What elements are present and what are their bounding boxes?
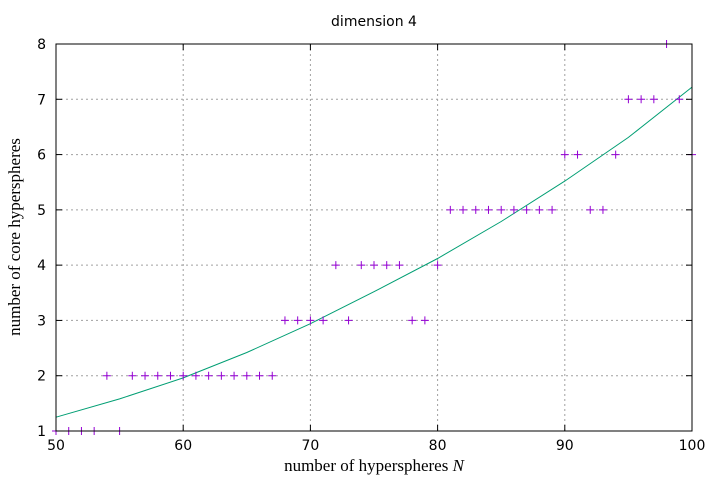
data-point bbox=[535, 205, 544, 214]
y-tick-label: 6 bbox=[37, 148, 46, 164]
x-tick-label: 90 bbox=[556, 438, 574, 454]
data-point bbox=[586, 205, 595, 214]
data-point bbox=[446, 205, 455, 214]
data-point bbox=[395, 261, 404, 270]
data-point bbox=[331, 261, 340, 270]
y-axis-label: number of core hyperspheres bbox=[5, 138, 24, 336]
x-tick-label: 100 bbox=[679, 438, 706, 454]
data-point bbox=[611, 150, 620, 159]
data-point bbox=[153, 371, 162, 380]
data-point bbox=[242, 371, 251, 380]
data-point bbox=[102, 371, 111, 380]
x-tick-label: 70 bbox=[301, 438, 319, 454]
data-point bbox=[141, 371, 150, 380]
data-point bbox=[217, 371, 226, 380]
axis-ticks: 50 60 70 80 90 100 1 2 3 4 5 6 7 8 bbox=[37, 37, 705, 454]
data-point bbox=[484, 205, 493, 214]
data-point bbox=[306, 316, 315, 325]
data-point bbox=[344, 316, 353, 325]
y-tick-label: 2 bbox=[37, 369, 46, 385]
y-tick-label: 8 bbox=[37, 37, 46, 53]
y-tick-label: 3 bbox=[37, 313, 46, 329]
plot-area-frame bbox=[55, 43, 693, 432]
fit-curve-series bbox=[55, 86, 693, 418]
grid bbox=[56, 44, 692, 431]
data-point bbox=[382, 261, 391, 270]
data-point bbox=[280, 316, 289, 325]
fit-curve-line bbox=[55, 86, 693, 418]
data-point bbox=[471, 205, 480, 214]
data-point bbox=[230, 371, 239, 380]
x-tick-label: 60 bbox=[174, 438, 192, 454]
data-point bbox=[624, 95, 633, 104]
data-point bbox=[268, 371, 277, 380]
data-point bbox=[522, 205, 531, 214]
y-tick-label: 4 bbox=[37, 258, 46, 274]
data-point bbox=[598, 205, 607, 214]
data-point bbox=[459, 205, 468, 214]
data-point-series bbox=[52, 40, 696, 435]
data-point bbox=[560, 150, 569, 159]
data-point bbox=[204, 371, 213, 380]
data-point bbox=[637, 95, 646, 104]
data-point bbox=[191, 371, 200, 380]
data-point bbox=[370, 261, 378, 270]
data-point bbox=[293, 316, 302, 325]
y-tick-label: 7 bbox=[37, 92, 46, 108]
data-point bbox=[573, 150, 582, 159]
data-point bbox=[408, 316, 417, 325]
data-point bbox=[357, 261, 366, 270]
data-point bbox=[497, 205, 506, 214]
x-tick-label: 50 bbox=[47, 438, 65, 454]
y-tick-label: 5 bbox=[37, 203, 46, 219]
y-tick-label: 1 bbox=[37, 424, 46, 440]
data-point bbox=[433, 261, 442, 270]
data-point bbox=[675, 95, 684, 104]
data-point bbox=[255, 371, 264, 380]
data-point bbox=[166, 371, 175, 380]
data-point bbox=[179, 371, 188, 380]
data-point bbox=[548, 205, 557, 214]
x-tick-label: 80 bbox=[429, 438, 447, 454]
x-axis-label-text: number of hyperspheres bbox=[284, 456, 453, 475]
data-point bbox=[509, 205, 518, 214]
data-point bbox=[649, 95, 658, 104]
data-point bbox=[319, 316, 328, 325]
data-point bbox=[128, 371, 137, 380]
data-point bbox=[420, 316, 429, 325]
x-axis-label: number of hyperspheres N bbox=[284, 456, 466, 475]
chart-title: dimension 4 bbox=[331, 14, 417, 30]
x-axis-label-variable: N bbox=[452, 456, 466, 475]
